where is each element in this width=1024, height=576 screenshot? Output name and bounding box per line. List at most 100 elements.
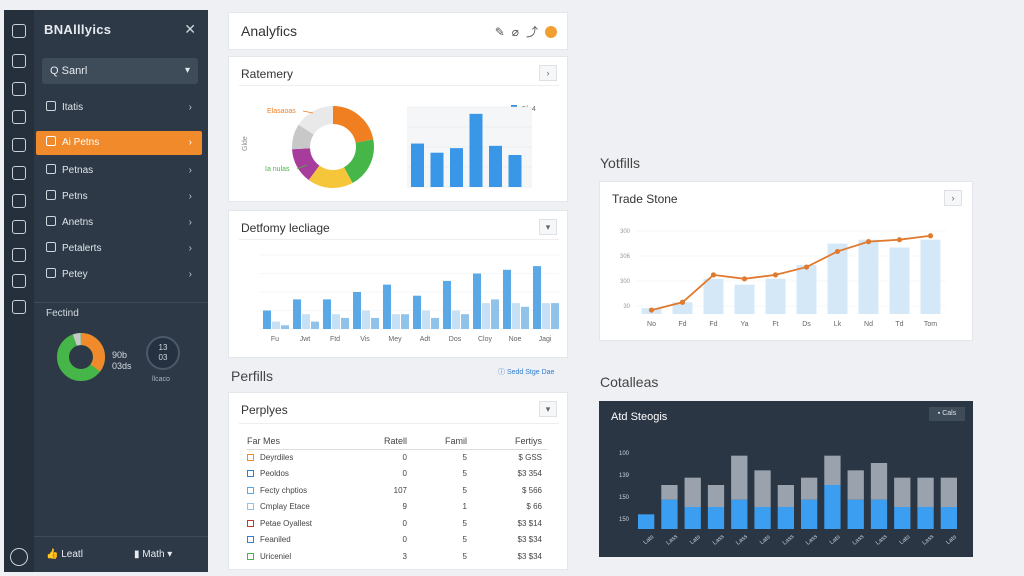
bar-segment [894, 507, 911, 529]
bar [413, 295, 421, 329]
sidebar-item-anetns[interactable]: Anetns › [36, 211, 202, 235]
column-header[interactable]: Fertiys [515, 436, 542, 446]
footer-label: Math [142, 549, 165, 560]
user-avatar[interactable] [545, 26, 557, 38]
card-filter-button[interactable]: ▪ Cals [929, 407, 965, 421]
bar [293, 299, 301, 329]
bar [452, 310, 460, 329]
column-header[interactable]: Far Mes [247, 436, 281, 446]
sidebar-item-petnas[interactable]: Petnas › [36, 159, 202, 183]
bar [371, 317, 379, 329]
row-name-text: Deyrdiles [260, 452, 294, 462]
row-color-swatch [247, 453, 254, 461]
table-row[interactable]: Peoldos 0 5 $3 354 [247, 466, 547, 483]
folder-icon [46, 136, 56, 146]
sidebar-item-itatis[interactable]: Itatis › [36, 96, 202, 120]
sidebar-item-petey[interactable]: Petey › [36, 263, 202, 287]
rail-calendar-icon[interactable] [12, 274, 26, 288]
card-dropdown-button[interactable]: ▾ [539, 401, 557, 417]
x-tick-label: Jwt [300, 336, 311, 343]
sidebar-item-petalerts[interactable]: Petalerts › [36, 237, 202, 261]
y-tick-label: 300 [620, 229, 631, 235]
table-row[interactable]: Uriceniel 3 5 $3 $34 [247, 549, 547, 566]
table-row[interactable]: Fecty chptios 107 5 $ 566 [247, 483, 547, 500]
x-tick-label: Vis [360, 336, 370, 343]
bar [734, 284, 755, 314]
rail-document-icon[interactable] [12, 54, 26, 68]
table-row[interactable]: Cmplay Etace 9 1 $ 66 [247, 499, 547, 516]
sidebar-item-ai-petns[interactable]: Ai Petns › [36, 131, 202, 155]
rail-gear-icon[interactable] [12, 300, 26, 314]
x-tick-label: Adt [420, 336, 431, 343]
close-icon[interactable]: ✕ [184, 21, 196, 37]
donut-chart: Glde Elasaoas Ia nulas [242, 106, 374, 188]
stack-card: Atd Steogis ▪ Cals 150 150 139 100 Lats Lass L… [599, 401, 973, 557]
trend-line [651, 234, 931, 311]
rail-settings-icon[interactable] [12, 138, 26, 152]
edit-icon[interactable]: ✎ [494, 25, 505, 39]
section-link[interactable]: ⓘ Sedd Stge Dae [498, 367, 554, 377]
donut-leader-line [296, 164, 308, 170]
y-tick-label: 139 [619, 473, 630, 479]
sidebar-item-label: Petns [62, 191, 88, 202]
rail-help-icon[interactable] [10, 548, 28, 566]
bar [473, 273, 481, 329]
x-tick-label: Lats [759, 534, 772, 546]
row-cell: 3 [402, 551, 407, 561]
card-title: Trade Stone [612, 192, 678, 206]
y-tick-label: 150 [619, 517, 630, 523]
button-label: Cals [942, 410, 957, 417]
rail-list-icon[interactable] [12, 82, 26, 96]
row-color-swatch [247, 536, 254, 543]
card-expand-button[interactable]: › [944, 190, 962, 206]
y-tick-label: 150 [619, 495, 630, 501]
rail-grid-icon[interactable] [12, 194, 26, 208]
line-point [927, 233, 934, 239]
row-name: Deyrdiles [247, 450, 293, 467]
table-row[interactable]: Petae Oyallest 0 5 $3 $14 [247, 516, 547, 533]
rail-chart-icon[interactable] [12, 166, 26, 180]
sidebar-item-label: Itatis [62, 102, 84, 113]
footer-item-math[interactable]: ▮ Math ▾ [134, 549, 173, 560]
bar [796, 265, 817, 314]
column-header[interactable]: Ratell [383, 436, 407, 446]
x-tick-label: Dos [449, 336, 462, 343]
bar [542, 303, 550, 329]
card-expand-button[interactable]: › [539, 65, 557, 81]
trade-line-chart: 30 300 306 300 No Fd Fd Ya Ft Ds Lk Nd Td Tom [620, 229, 946, 328]
card-dropdown-button[interactable]: ▾ [539, 219, 557, 235]
box-icon [46, 164, 56, 174]
sidebar: BNAlllyics ✕ Q Sanrl ▾ Itatis › Ai Petns ›… [34, 10, 208, 572]
ring-line: 13 [158, 343, 168, 352]
row-cell: 5 [462, 551, 467, 561]
column-header[interactable]: Famil [445, 436, 467, 446]
chevron-right-icon: › [188, 217, 192, 228]
share-icon[interactable]: ⤴ [525, 25, 538, 39]
bar [521, 306, 529, 329]
row-name: Peoldos [247, 466, 289, 483]
bar-segment [707, 485, 725, 507]
rail-globe-icon[interactable] [12, 220, 26, 234]
card-title: Atd Steogis [611, 411, 668, 423]
bar [858, 239, 879, 314]
search-input[interactable]: Q Sanrl ▾ [42, 58, 198, 84]
rail-home-icon[interactable] [12, 24, 26, 38]
footer-item-leatl[interactable]: 👍 Leatl [46, 549, 83, 560]
table-row[interactable]: Feaniled 0 5 $3 $34 [247, 532, 547, 549]
sidebar-item-petns[interactable]: Petns › [36, 185, 202, 209]
bar [920, 239, 941, 314]
x-tick-label: Ds [802, 321, 811, 328]
rail-image-icon[interactable] [12, 248, 26, 262]
bar [383, 284, 391, 329]
bar-segment [754, 470, 771, 507]
mini-bar-chart: Qlg4 [407, 105, 536, 188]
attach-icon[interactable]: ⌀ [511, 25, 519, 39]
rail-pin-icon[interactable] [12, 110, 26, 124]
y-tick-label: 30 [623, 304, 630, 310]
sidebar-item-label: Petnas [62, 165, 94, 176]
row-cell: 1 [462, 502, 467, 511]
table-row[interactable]: Deyrdiles 0 5 $ GSS [247, 450, 547, 467]
bar [353, 292, 361, 329]
x-tick-label: Lass [735, 534, 749, 547]
header-actions: ✎ ⌀ ⤴ [488, 23, 557, 40]
